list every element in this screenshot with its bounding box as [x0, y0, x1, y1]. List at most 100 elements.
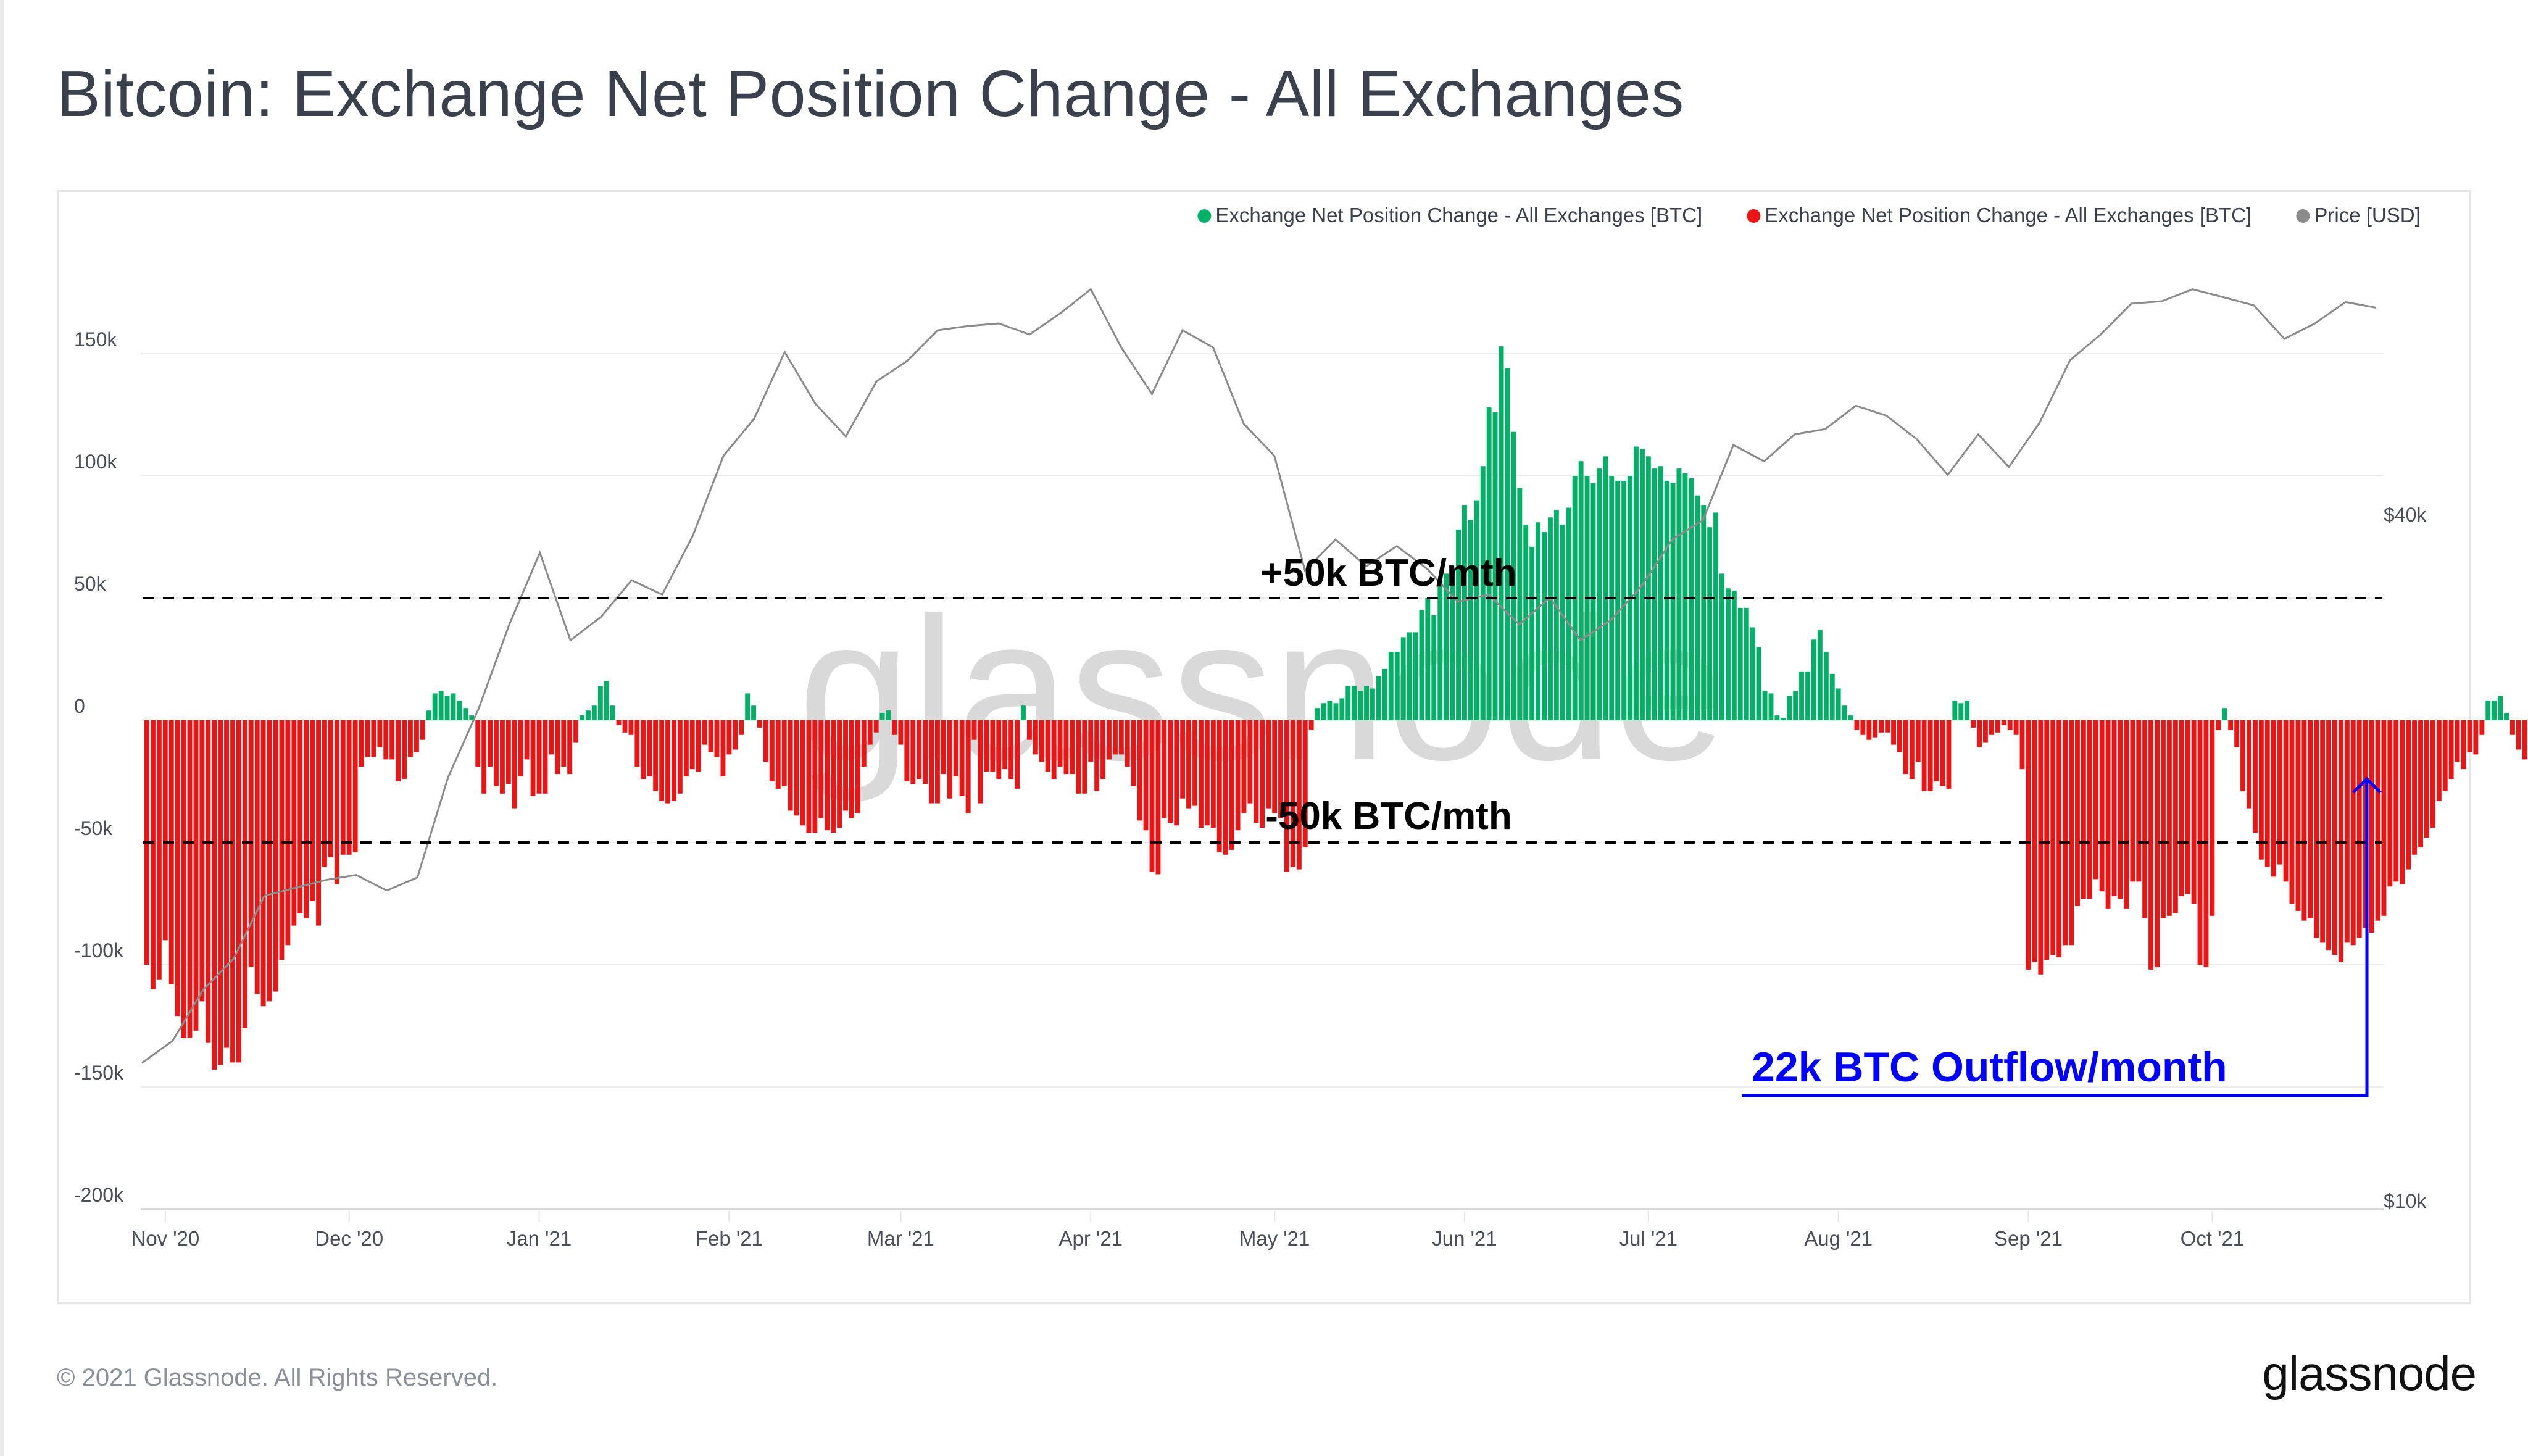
bar-inflow [1701, 505, 1707, 720]
bar-outflow [2111, 720, 2117, 897]
bar-outflow [1296, 720, 1302, 870]
bar-outflow [1229, 720, 1234, 850]
bar-inflow [1713, 512, 1718, 720]
bar-inflow [1400, 637, 1406, 720]
bar-outflow [1204, 720, 1210, 826]
bar-inflow [604, 681, 609, 720]
bar-inflow [1652, 468, 1657, 720]
bar-inflow [1388, 652, 1394, 720]
bar-outflow [285, 720, 291, 946]
bar-outflow [2393, 720, 2399, 882]
y-tick-label: 150k [74, 328, 117, 351]
bar-outflow [2356, 720, 2362, 938]
bar-outflow [1897, 720, 1902, 752]
bar-outflow [2013, 720, 2019, 735]
bar-inflow [1670, 483, 1676, 720]
bar-outflow [1113, 720, 1118, 755]
bar-outflow [236, 720, 241, 1063]
bar-inflow [426, 710, 431, 720]
bar-outflow [1995, 720, 2000, 733]
bar-outflow [193, 720, 199, 1031]
bar-outflow [2412, 720, 2417, 855]
bar-outflow [726, 720, 732, 755]
bar-outflow [1118, 720, 1124, 755]
bar-outflow [254, 720, 260, 994]
bar-outflow [947, 720, 952, 799]
bar-outflow [273, 720, 278, 992]
bar-outflow [831, 720, 836, 833]
y-tick-label: 100k [74, 451, 117, 473]
bar-outflow [971, 720, 977, 740]
y-tick-label: -50k [74, 817, 113, 839]
bar-outflow [346, 720, 352, 855]
bar-outflow [500, 720, 505, 794]
bar-outflow [389, 720, 395, 760]
bars [144, 346, 2527, 1070]
bar-outflow [1927, 720, 1933, 791]
bar-inflow [1737, 607, 1743, 720]
bar-inflow [2498, 696, 2503, 720]
bar-outflow [1125, 720, 1130, 767]
bar-inflow [1829, 673, 1835, 720]
bar-inflow [1817, 630, 1823, 720]
bar-outflow [1891, 720, 1896, 745]
bar-outflow [322, 720, 327, 867]
bar-inflow [1517, 488, 1523, 720]
bar-outflow [1039, 720, 1044, 762]
bar-inflow [1787, 696, 1792, 720]
bar-outflow [696, 720, 701, 772]
bar-outflow [898, 720, 904, 745]
bar-inflow [1511, 431, 1516, 720]
bar-outflow [1971, 720, 1976, 728]
bar-outflow [536, 720, 542, 794]
bar-outflow [2350, 720, 2356, 946]
bar-outflow [310, 720, 315, 901]
bar-inflow [1726, 588, 1731, 720]
bar-outflow [224, 720, 229, 1048]
bar-outflow [739, 720, 744, 735]
bar-inflow [1327, 701, 1333, 720]
bar-inflow [1376, 676, 1381, 720]
bar-inflow [1664, 480, 1669, 720]
bar-outflow [1254, 720, 1259, 823]
bar-outflow [1199, 720, 1204, 828]
footer-copyright: © 2021 Glassnode. All Rights Reserved. [57, 1364, 498, 1391]
bar-inflow [1965, 701, 1970, 720]
bar-outflow [2130, 720, 2135, 882]
bar-inflow [1358, 691, 1363, 720]
bar-inflow [1768, 693, 1774, 720]
bar-inflow [1707, 527, 1713, 720]
bar-outflow [2191, 720, 2197, 904]
bar-inflow [1480, 466, 1486, 720]
bar-outflow [2522, 720, 2527, 760]
bar-outflow [316, 720, 321, 926]
bar-inflow [1842, 705, 1847, 720]
bar-outflow [267, 720, 272, 1002]
bar-outflow [328, 720, 333, 857]
bar-outflow [1854, 720, 1860, 730]
bar-outflow [2264, 720, 2270, 867]
x-tick-label: Mar '21 [867, 1227, 934, 1250]
bar-outflow [1266, 720, 1271, 809]
x-tick-label: Jan '21 [507, 1227, 572, 1250]
bar-outflow [825, 720, 830, 831]
bar-outflow [1131, 720, 1136, 786]
bar-inflow [1848, 715, 1853, 720]
bar-outflow [242, 720, 247, 1028]
bar-outflow [904, 720, 910, 781]
bar-outflow [2124, 720, 2129, 909]
bar-outflow [2087, 720, 2092, 899]
bar-inflow [1958, 703, 1964, 720]
bar-outflow [2032, 720, 2037, 962]
callout-arrowhead-icon [2352, 776, 2382, 794]
x-tick-label: Oct '21 [2181, 1227, 2245, 1250]
bar-inflow [751, 705, 756, 720]
bar-outflow [561, 720, 567, 767]
bar-outflow [714, 720, 720, 757]
bar-outflow [2069, 720, 2074, 946]
bar-outflow [800, 720, 805, 826]
bar-outflow [1008, 720, 1014, 779]
bar-outflow [628, 720, 634, 735]
bar-inflow [2504, 713, 2509, 720]
bar-inflow [1450, 568, 1455, 720]
